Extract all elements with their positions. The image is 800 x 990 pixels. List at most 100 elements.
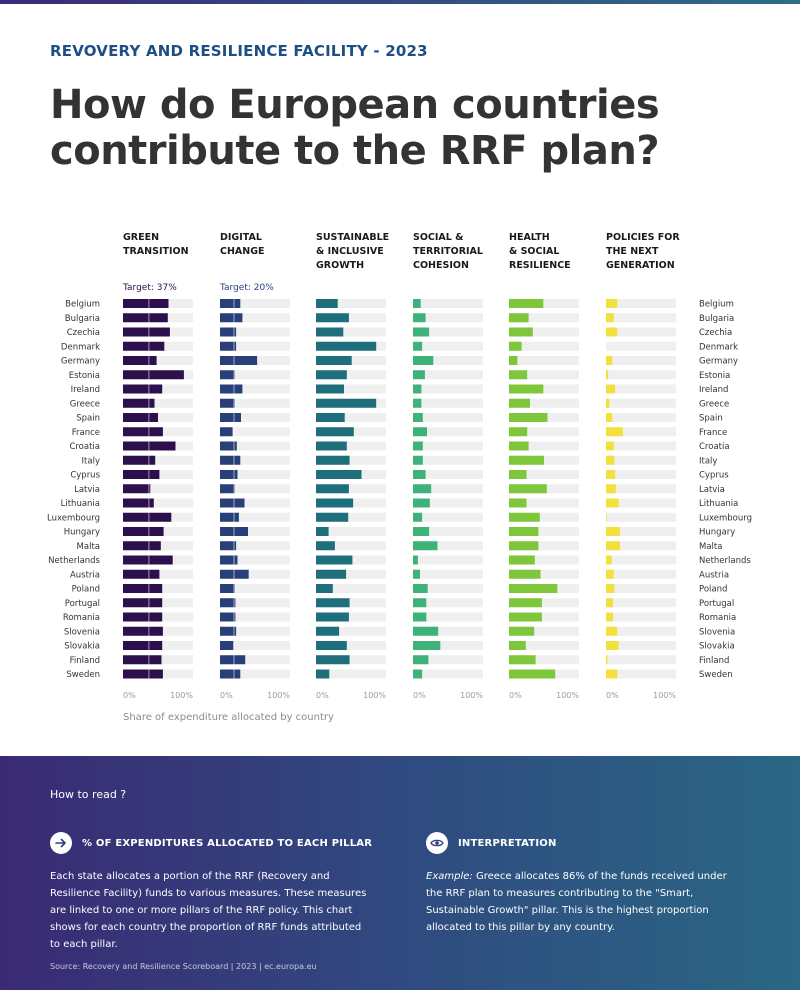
- bar: [123, 555, 173, 565]
- bar-track: [413, 470, 483, 479]
- bar: [606, 626, 618, 636]
- bar: [220, 398, 235, 408]
- bar: [123, 299, 169, 308]
- bar: [509, 427, 528, 437]
- bar: [123, 413, 158, 422]
- bar-track: [220, 626, 290, 636]
- bar: [509, 398, 530, 408]
- eye-icon: [426, 832, 448, 854]
- bar-track: [413, 313, 483, 323]
- bar: [220, 470, 238, 479]
- bar: [316, 470, 362, 479]
- bar: [509, 612, 542, 622]
- bar: [413, 413, 423, 422]
- bar-track: [123, 398, 193, 408]
- bar-track: [509, 641, 579, 650]
- country-label-left: Slovakia: [64, 642, 100, 652]
- bar-track: [509, 398, 579, 408]
- bar: [220, 655, 246, 665]
- country-label-left: Romania: [63, 613, 100, 623]
- bar: [316, 398, 377, 408]
- bar-track: [316, 299, 386, 308]
- bar-track: [413, 341, 483, 351]
- bar: [413, 569, 420, 579]
- bar-track: [220, 427, 290, 437]
- x-tick-label: 100%: [460, 691, 483, 700]
- bar-track: [413, 669, 483, 679]
- pillar-section-body: Each state allocates a portion of the RR…: [50, 871, 367, 950]
- bar: [413, 584, 428, 593]
- x-tick-label: 0%: [220, 691, 233, 700]
- bar: [220, 669, 241, 679]
- bar: [606, 598, 613, 608]
- column-header: TRANSITION: [123, 246, 189, 257]
- country-label-left: Belgium: [65, 300, 100, 310]
- bar: [123, 484, 151, 494]
- bar: [413, 398, 422, 408]
- bar-track: [220, 669, 290, 679]
- country-label-right: Luxembourg: [699, 513, 752, 523]
- how-to-read-panel: How to read ? % OF EXPENDITURES ALLOCATE…: [0, 756, 800, 990]
- example-label: Example:: [426, 871, 473, 882]
- country-label-left: Slovenia: [64, 627, 100, 637]
- bar: [606, 455, 615, 465]
- bar-track: [413, 356, 483, 365]
- bar-track: [316, 655, 386, 665]
- bar: [509, 484, 547, 494]
- bar: [413, 669, 423, 679]
- bar: [413, 313, 426, 323]
- bar-track: [606, 413, 676, 422]
- bar: [413, 655, 429, 665]
- country-label-right: Greece: [699, 399, 729, 409]
- bar: [316, 598, 350, 608]
- country-label-right: Ireland: [699, 385, 728, 395]
- bar: [413, 356, 434, 365]
- bar: [509, 441, 529, 451]
- bar: [220, 541, 237, 551]
- bar-track: [413, 512, 483, 522]
- bar: [413, 527, 430, 536]
- bar-track: [509, 541, 579, 551]
- bar: [316, 427, 354, 437]
- country-label-left: Portugal: [65, 599, 100, 609]
- bar: [220, 598, 236, 608]
- bar-track: [316, 455, 386, 465]
- bar-track: [316, 484, 386, 494]
- bar: [316, 527, 329, 536]
- bar: [316, 569, 347, 579]
- column-header: DIGITAL: [220, 232, 262, 243]
- country-label-left: Bulgaria: [65, 314, 100, 324]
- bar: [220, 327, 237, 337]
- bar: [606, 356, 613, 365]
- bar-track: [509, 598, 579, 608]
- bar: [123, 327, 170, 337]
- bar: [606, 612, 613, 622]
- country-label-right: Lithuania: [699, 499, 738, 509]
- bar-track: [413, 370, 483, 380]
- bar: [509, 669, 556, 679]
- bar: [509, 327, 533, 337]
- country-label-right: Spain: [699, 414, 723, 424]
- bar: [123, 598, 163, 608]
- bar-track: [316, 441, 386, 451]
- bar: [413, 498, 430, 508]
- chart-caption: Share of expenditure allocated by countr…: [123, 712, 334, 723]
- country-label-left: Lithuania: [61, 499, 100, 509]
- bar-track: [220, 584, 290, 593]
- bar-track: [606, 569, 676, 579]
- bar-track: [413, 441, 483, 451]
- bar: [413, 598, 427, 608]
- bar-track: [413, 427, 483, 437]
- bar-track: [220, 569, 290, 579]
- bar-track: [413, 413, 483, 422]
- column-header: THE NEXT: [606, 246, 659, 257]
- x-tick-label: 100%: [363, 691, 386, 700]
- column-header: SOCIAL &: [413, 232, 463, 243]
- bar-track: [220, 484, 290, 494]
- bar-track: [509, 555, 579, 565]
- bar-track: [220, 498, 290, 508]
- bar-track: [606, 527, 676, 536]
- bar-track: [509, 299, 579, 308]
- country-label-left: Sweden: [66, 670, 100, 680]
- bar: [316, 669, 330, 679]
